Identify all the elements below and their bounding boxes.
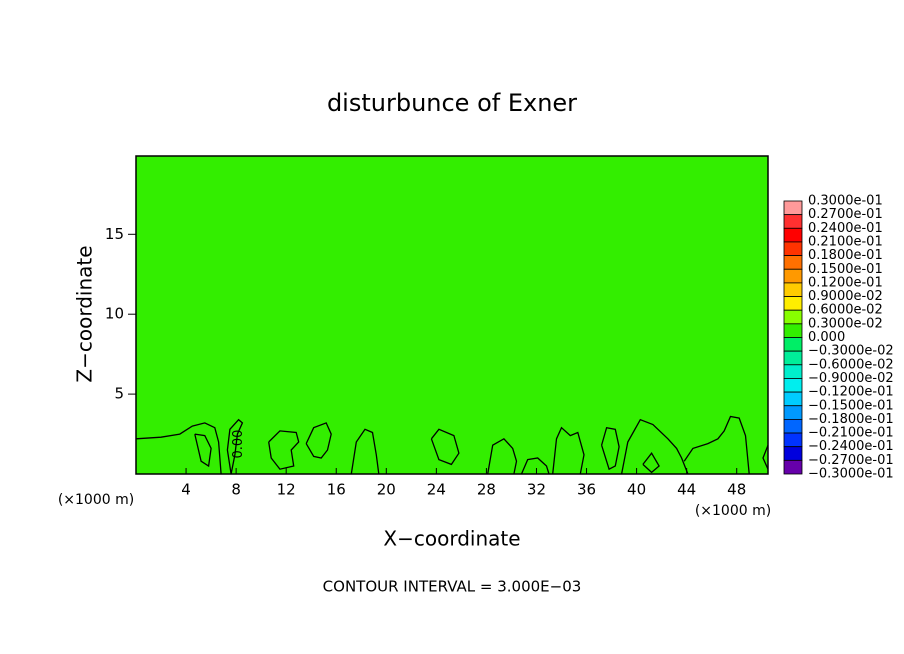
- x-axis-label: X−coordinate: [383, 527, 520, 551]
- colorbar-label: 0.9000e-02: [808, 289, 883, 304]
- y-tick-label: 15: [105, 225, 124, 243]
- colorbar-label: 0.6000e-02: [808, 303, 883, 318]
- colorbar-bin: [783, 282, 803, 297]
- colorbar-label: −0.3000e-02: [808, 344, 894, 359]
- colorbar-label: 0.000: [808, 330, 845, 345]
- colorbar-bin: [783, 337, 803, 352]
- contour-line: [552, 426, 585, 475]
- chart-title: disturbunce of Exner: [327, 89, 577, 117]
- colorbar-bin: [783, 296, 803, 311]
- contour-line: [268, 430, 300, 470]
- contour-line: [194, 433, 212, 468]
- colorbar-label: 0.3000e-01: [808, 194, 883, 209]
- colorbar-bin: [783, 432, 803, 448]
- colorbar-label: −0.2100e-01: [808, 426, 894, 441]
- colorbar-label: 0.1800e-01: [808, 248, 883, 263]
- colorbar-bin: [783, 227, 803, 243]
- colorbar-bin: [783, 378, 803, 393]
- colorbar-bin: [783, 214, 803, 229]
- x-tick-label: 16: [327, 481, 346, 499]
- plot-frame: [135, 155, 769, 475]
- x-tick-label: 20: [377, 481, 396, 499]
- colorbar-label: 0.2100e-01: [808, 234, 883, 249]
- colorbar-label: 0.2400e-01: [808, 221, 883, 236]
- x-tick-label: 8: [231, 481, 241, 499]
- colorbar-bin: [783, 364, 803, 379]
- footnote: CONTOUR INTERVAL = 3.000E−03: [323, 578, 582, 596]
- colorbar-bin: [783, 241, 803, 256]
- y-axis-label: Z−coordinate: [73, 245, 97, 382]
- colorbar-bin: [783, 391, 803, 407]
- y-tick-label: 5: [114, 385, 124, 403]
- x-tick-label: 40: [627, 481, 646, 499]
- colorbar-label: 0.1500e-01: [808, 262, 883, 277]
- x-unit-label: (×1000 m): [695, 503, 771, 519]
- contour-line: [135, 422, 222, 475]
- colorbar-bin: [783, 405, 803, 420]
- contour-line: [430, 428, 460, 466]
- x-tick-label: 24: [427, 481, 446, 499]
- colorbar-bin: [783, 418, 803, 434]
- x-tick-label: 4: [181, 481, 191, 499]
- x-tick-label: 36: [577, 481, 596, 499]
- colorbar-label: −0.1800e-01: [808, 412, 894, 427]
- colorbar-label: 0.3000e-02: [808, 316, 883, 331]
- contour-line: [487, 437, 518, 475]
- contour-line: [683, 415, 750, 475]
- colorbar-label: −0.2700e-01: [808, 453, 894, 468]
- x-unit-label: (×1000 m): [58, 492, 134, 508]
- colorbar-label: −0.3000e-01: [808, 467, 894, 482]
- x-tick-label: 44: [677, 481, 696, 499]
- x-tick-label: 48: [727, 481, 746, 499]
- x-tick-label: 28: [477, 481, 496, 499]
- colorbar-bin: [783, 323, 803, 338]
- contour-line: [642, 452, 660, 474]
- colorbar-label: −0.2400e-01: [808, 439, 894, 454]
- y-tick-label: 10: [105, 305, 124, 323]
- colorbar-label: −0.1500e-01: [808, 398, 894, 413]
- plot-field: [136, 156, 768, 474]
- colorbar-label: 0.2700e-01: [808, 207, 883, 222]
- colorbar-bin: [783, 268, 803, 284]
- x-tick-label: 12: [277, 481, 296, 499]
- colorbar-bin: [783, 255, 803, 270]
- contour-line: [762, 444, 769, 470]
- colorbar-bin: [783, 200, 803, 216]
- colorbar-label: −0.6000e-02: [808, 357, 894, 372]
- contour-line: [520, 457, 550, 475]
- contour-label: 0.00: [231, 430, 246, 459]
- contour-line: [305, 422, 332, 459]
- colorbar-bin: [783, 459, 803, 475]
- colorbar-label: −0.9000e-02: [808, 371, 894, 386]
- colorbar-bin: [783, 446, 803, 461]
- colorbar-label: 0.1200e-01: [808, 275, 883, 290]
- contour-line: [600, 426, 620, 471]
- contour-line: [226, 418, 244, 475]
- x-tick-label: 32: [527, 481, 546, 499]
- contour-line: [350, 428, 380, 475]
- colorbar-label: −0.1200e-01: [808, 385, 894, 400]
- contour-line: [620, 418, 689, 475]
- colorbar-bin: [783, 350, 803, 366]
- colorbar-bin: [783, 309, 803, 325]
